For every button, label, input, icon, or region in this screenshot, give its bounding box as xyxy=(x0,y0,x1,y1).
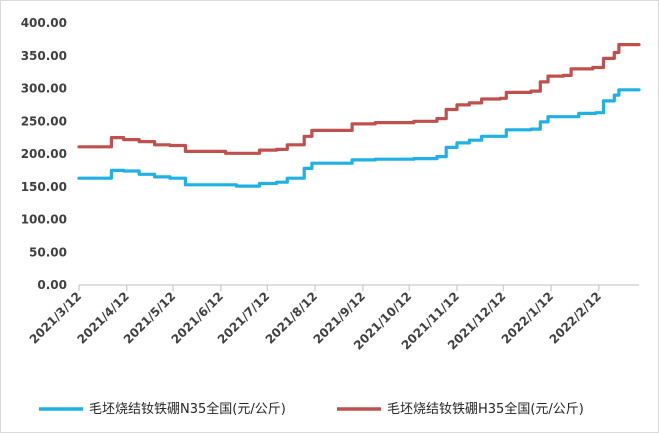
series-layer xyxy=(77,42,641,188)
y-tick-label: 150.00 xyxy=(21,180,67,194)
y-tick-label: 50.00 xyxy=(29,245,67,259)
series-line-n35 xyxy=(77,88,641,188)
legend-label-n35: 毛坯烧结钕铁硼N35全国(元/公斤) xyxy=(89,401,286,417)
y-tick-label: 250.00 xyxy=(21,114,67,128)
y-tick-label: 300.00 xyxy=(21,82,67,96)
y-tick-label: 400.00 xyxy=(21,16,67,30)
x-tick-label: 2022/2/12 xyxy=(547,289,604,346)
legend: 毛坯烧结钕铁硼N35全国(元/公斤) 毛坯烧结钕铁硼H35全国(元/公斤) xyxy=(39,401,584,417)
x-axis: 2021/3/122021/4/122021/5/122021/6/122021… xyxy=(27,284,639,353)
y-axis: 400.00 350.00 300.00 250.00 200.00 150.00 100.… xyxy=(21,16,67,292)
y-tick-label: 350.00 xyxy=(21,49,67,63)
legend-label-h35: 毛坯烧结钕铁硼H35全国(元/公斤) xyxy=(387,401,584,417)
y-tick-label: 100.00 xyxy=(21,213,67,227)
y-tick-label: 200.00 xyxy=(21,147,67,161)
y-tick-label: 0.00 xyxy=(37,278,67,292)
series-line-h35 xyxy=(77,42,641,155)
